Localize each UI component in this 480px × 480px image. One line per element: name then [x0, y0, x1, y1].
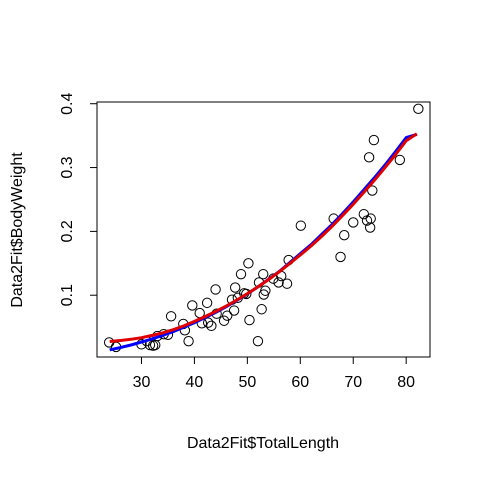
- data-point: [281, 278, 293, 289]
- fit-lines: [109, 132, 418, 352]
- data-point: [222, 310, 233, 321]
- data-point: [295, 220, 307, 231]
- data-point: [365, 213, 376, 224]
- data-point: [258, 268, 269, 280]
- data-point: [273, 277, 284, 288]
- x-axis-title: Data2Fit$TotalLength: [187, 435, 339, 452]
- y-tick-label: 0.1: [59, 284, 76, 306]
- data-point: [235, 268, 247, 280]
- data-point: [201, 297, 213, 309]
- blue-fit-line: [109, 132, 418, 352]
- y-tick-label: 0.4: [59, 93, 76, 115]
- data-points: [103, 103, 424, 353]
- data-point: [202, 317, 214, 328]
- y-axis-title: Data2Fit$BodyWeight: [9, 152, 26, 308]
- data-point: [243, 258, 254, 269]
- data-point: [229, 282, 241, 293]
- data-point: [260, 285, 271, 296]
- data-point: [187, 300, 198, 311]
- data-point: [339, 230, 350, 241]
- plot-frame: [96, 101, 431, 358]
- data-point: [363, 152, 375, 163]
- x-axis: 30 40 50 60 70 80: [133, 356, 415, 391]
- x-tick-label: 50: [238, 374, 256, 391]
- data-point: [210, 284, 221, 295]
- data-point: [206, 320, 217, 332]
- data-point: [165, 311, 177, 322]
- x-tick-label: 80: [397, 374, 415, 391]
- y-tick-label: 0.2: [59, 220, 76, 242]
- data-point: [244, 314, 255, 326]
- red-fit-line: [109, 132, 418, 343]
- data-point: [368, 134, 380, 146]
- data-point: [241, 288, 252, 300]
- data-point: [348, 217, 359, 228]
- data-point: [413, 103, 424, 115]
- x-tick-label: 40: [186, 374, 204, 391]
- data-point: [228, 305, 240, 316]
- data-point: [394, 154, 406, 166]
- x-tick-label: 30: [133, 374, 151, 391]
- data-point: [335, 251, 346, 263]
- data-point: [252, 335, 264, 347]
- x-tick-label: 60: [291, 374, 309, 391]
- y-tick-label: 0.3: [59, 156, 76, 178]
- data-point: [183, 335, 194, 347]
- data-point: [256, 304, 267, 315]
- data-point: [218, 315, 230, 326]
- x-tick-label: 70: [344, 374, 362, 391]
- data-point: [367, 185, 378, 196]
- y-axis: 0.1 0.2 0.3 0.4: [59, 93, 98, 306]
